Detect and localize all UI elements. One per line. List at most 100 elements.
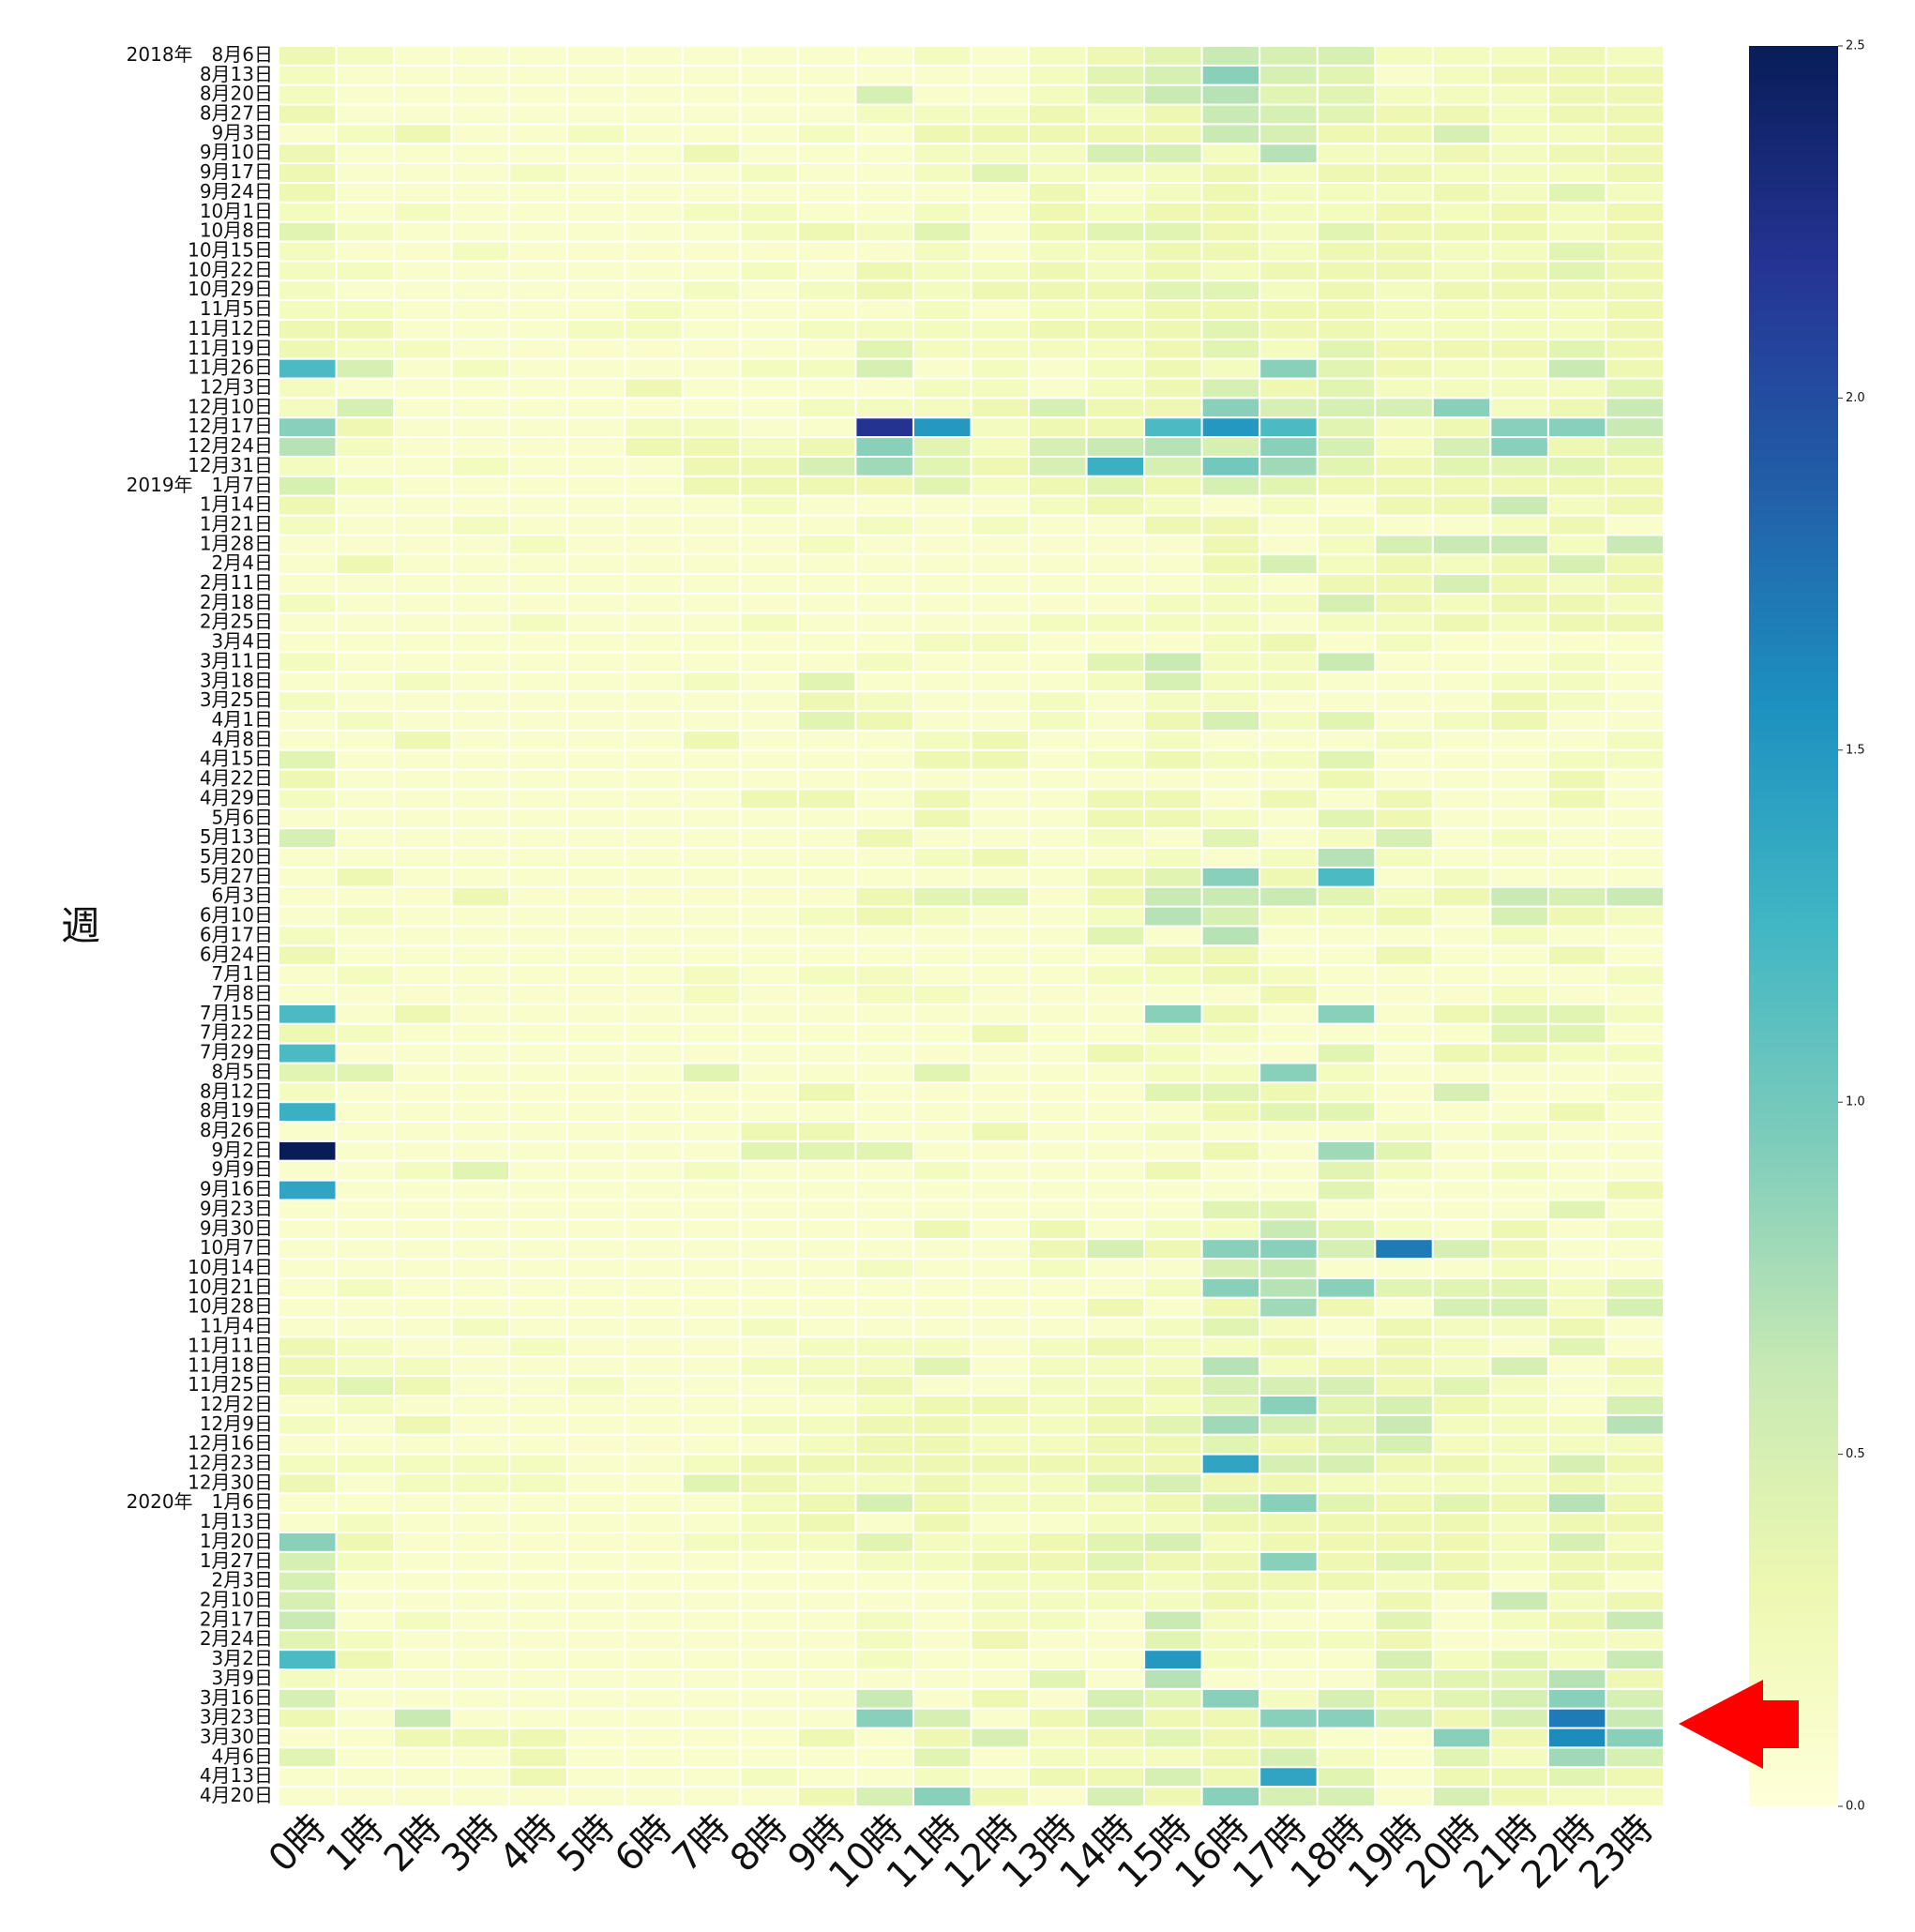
heatmap-cell xyxy=(1143,1140,1203,1162)
heatmap-cell xyxy=(335,651,396,673)
heatmap-cell xyxy=(912,1199,973,1221)
heatmap-cell xyxy=(854,64,914,86)
heatmap-cell xyxy=(1085,1766,1146,1789)
heatmap-cell xyxy=(1028,748,1088,771)
heatmap-cell xyxy=(278,1316,338,1338)
heatmap-cell xyxy=(912,710,973,732)
heatmap-cell xyxy=(1028,357,1088,380)
colorbar-tick-label: 2.5 xyxy=(1846,39,1865,53)
heatmap-cell xyxy=(970,710,1031,732)
heatmap-cell xyxy=(796,1238,857,1260)
heatmap-cell xyxy=(624,1512,684,1534)
heatmap-cell xyxy=(1489,455,1549,477)
heatmap-cell xyxy=(1605,220,1666,243)
heatmap-cell xyxy=(854,1570,914,1592)
heatmap-cell xyxy=(854,984,914,1005)
heatmap-cell xyxy=(1028,83,1088,106)
heatmap-cell xyxy=(1143,788,1203,810)
heatmap-cell xyxy=(1546,1081,1607,1104)
heatmap-cell xyxy=(796,905,857,928)
heatmap-cell xyxy=(335,1532,396,1553)
heatmap-cell xyxy=(1143,220,1203,243)
heatmap-cell xyxy=(1200,1453,1261,1475)
heatmap-cell xyxy=(1316,671,1377,693)
heatmap-cell xyxy=(1316,1296,1377,1319)
heatmap-cell xyxy=(1143,240,1203,263)
heatmap-cell xyxy=(1259,1042,1319,1064)
y-tick-label: 10月15日 xyxy=(188,238,273,261)
heatmap-cell xyxy=(1259,1355,1319,1378)
heatmap-cell xyxy=(854,592,914,614)
heatmap-cell xyxy=(681,83,742,106)
heatmap-cell xyxy=(508,318,568,340)
heatmap-cell xyxy=(739,64,799,86)
heatmap-cell xyxy=(912,1532,973,1553)
heatmap-cell xyxy=(335,1609,396,1632)
heatmap-cell xyxy=(796,181,857,204)
heatmap-cell xyxy=(335,103,396,126)
heatmap-cell xyxy=(796,1786,857,1807)
heatmap-cell xyxy=(1028,1179,1088,1201)
heatmap-cell xyxy=(565,1570,626,1592)
heatmap-cell xyxy=(335,631,396,654)
heatmap-cell xyxy=(335,1413,396,1436)
heatmap-cell xyxy=(1200,1550,1261,1573)
heatmap-cell xyxy=(1316,534,1377,556)
heatmap-cell xyxy=(335,201,396,223)
y-tick-label: 2月18日 xyxy=(200,591,273,613)
heatmap-cell xyxy=(278,827,338,850)
heatmap-cell xyxy=(393,1786,453,1807)
heatmap-cell xyxy=(450,338,511,360)
heatmap-cell xyxy=(278,553,338,576)
heatmap-cell xyxy=(739,1140,799,1162)
heatmap-cell xyxy=(450,1649,511,1671)
heatmap-cell xyxy=(1316,1238,1377,1260)
heatmap-cell xyxy=(739,1022,799,1045)
heatmap-cell xyxy=(1374,553,1434,576)
heatmap-cell xyxy=(1143,768,1203,791)
heatmap-cell xyxy=(335,827,396,850)
heatmap-cell xyxy=(1431,279,1492,302)
heatmap-cell xyxy=(450,964,511,987)
heatmap-cell xyxy=(1085,1727,1146,1749)
heatmap-cell xyxy=(681,690,742,713)
heatmap-cell xyxy=(565,64,626,86)
heatmap-cell xyxy=(1085,455,1146,477)
heatmap-cell xyxy=(1316,866,1377,888)
heatmap-cell xyxy=(393,885,453,908)
heatmap-cell xyxy=(1259,1609,1319,1632)
heatmap-cell xyxy=(1028,905,1088,928)
y-tick-label: 4月8日 xyxy=(212,728,273,750)
heatmap-cell xyxy=(624,338,684,360)
heatmap-cell xyxy=(796,1512,857,1534)
heatmap-cell xyxy=(508,847,568,868)
heatmap-cell xyxy=(1546,1355,1607,1378)
heatmap-cell xyxy=(1374,1550,1434,1573)
heatmap-cell xyxy=(1374,1395,1434,1416)
heatmap-cell xyxy=(278,1296,338,1319)
heatmap-cell xyxy=(335,1395,396,1416)
heatmap-cell xyxy=(854,1003,914,1025)
heatmap-cell xyxy=(970,729,1031,751)
heatmap-cell xyxy=(1374,748,1434,771)
heatmap-cell xyxy=(335,1492,396,1515)
heatmap-cell xyxy=(1431,1159,1492,1182)
heatmap-cell xyxy=(912,240,973,263)
heatmap-cell xyxy=(508,494,568,517)
heatmap-cell xyxy=(912,534,973,556)
heatmap-cell xyxy=(796,729,857,751)
heatmap-cell xyxy=(796,475,857,497)
heatmap-cell xyxy=(278,357,338,380)
heatmap-cell xyxy=(1085,1316,1146,1338)
heatmap-cell xyxy=(1546,494,1607,517)
heatmap-cell xyxy=(1546,1140,1607,1162)
heatmap-cell xyxy=(854,1238,914,1260)
heatmap-cell xyxy=(1085,377,1146,400)
heatmap-cell xyxy=(1085,1199,1146,1221)
heatmap-cell xyxy=(278,240,338,263)
heatmap-cell xyxy=(335,690,396,713)
heatmap-cell xyxy=(1431,651,1492,673)
heatmap-cell xyxy=(1143,1159,1203,1182)
heatmap-cell xyxy=(1143,1590,1203,1612)
heatmap-cell xyxy=(278,1707,338,1729)
